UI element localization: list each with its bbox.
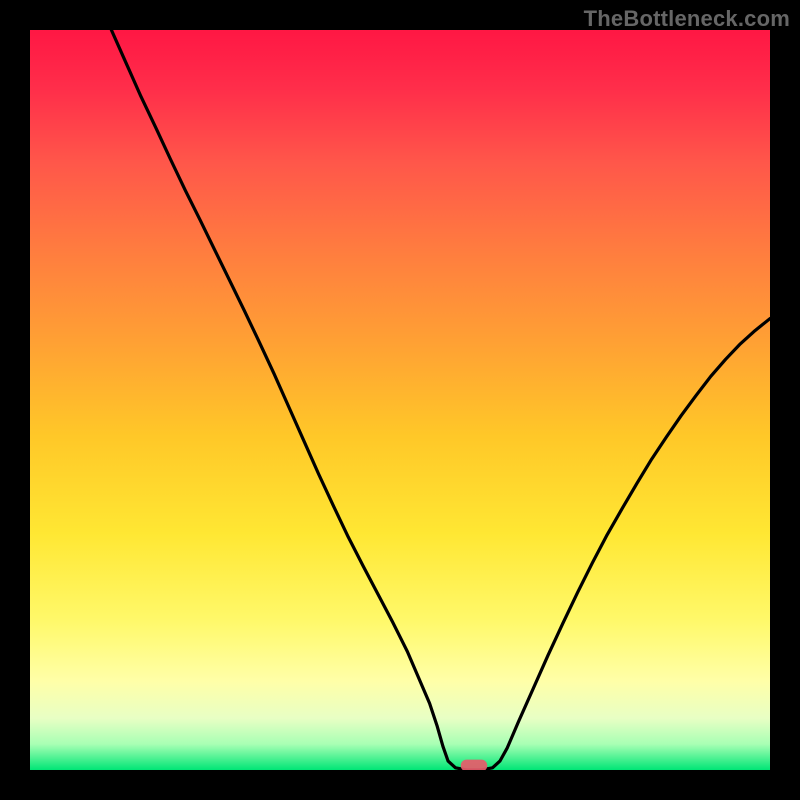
bottleneck-curve-chart <box>30 30 770 770</box>
plot-area <box>30 30 770 770</box>
chart-frame: TheBottleneck.com <box>0 0 800 800</box>
watermark-text: TheBottleneck.com <box>584 6 790 32</box>
optimum-marker <box>461 760 488 770</box>
gradient-background <box>30 30 770 770</box>
